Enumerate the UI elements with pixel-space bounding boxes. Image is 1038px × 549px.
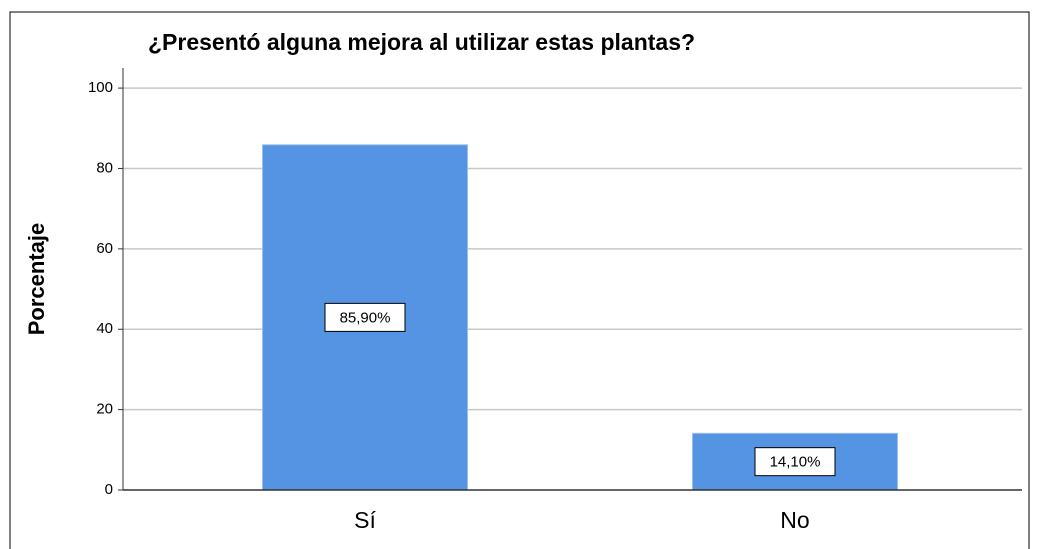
frame: [9, 11, 1030, 549]
y-tick-label: 40: [96, 320, 113, 337]
y-tick-label: 100: [88, 79, 113, 96]
value-label-box: [324, 302, 406, 332]
x-tick-label: No: [780, 507, 809, 533]
chart-title: ¿Presentó alguna mejora al utilizar esta…: [148, 29, 695, 55]
value-label: 14,10%: [770, 454, 821, 471]
y-tick-label: 60: [96, 240, 113, 257]
x-tick-label: Sí: [354, 507, 376, 533]
y-tick-label: 0: [105, 481, 113, 498]
value-label: 85,90%: [340, 309, 391, 326]
value-label-box: [754, 447, 836, 477]
y-tick-label: 80: [96, 159, 113, 176]
y-axis-label: Porcentaje: [24, 223, 49, 336]
y-tick-label: 20: [96, 401, 113, 418]
